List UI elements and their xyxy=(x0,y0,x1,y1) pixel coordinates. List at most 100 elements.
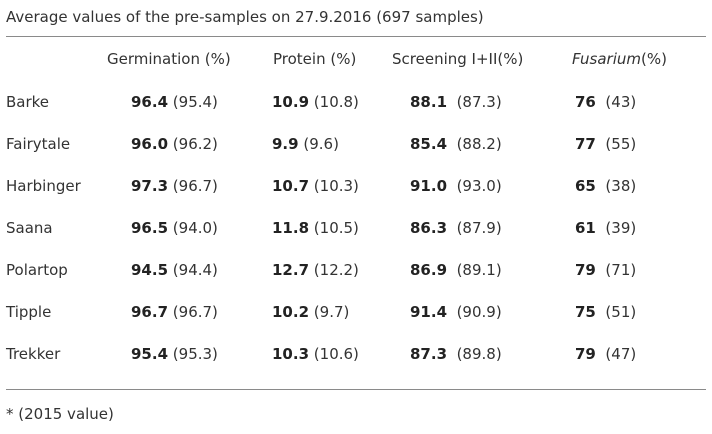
germination-cell-previous-value: (96.7) xyxy=(172,177,218,195)
variety-name: Trekker xyxy=(6,345,61,363)
germination-cell-value: 96.5 xyxy=(131,219,169,237)
screening-cell: 91.0 (93.0) xyxy=(410,177,502,195)
variety-name: Barke xyxy=(6,93,50,111)
screening-cell-value: 86.9 xyxy=(410,261,448,279)
variety-name: Polartop xyxy=(6,261,68,279)
screening-cell-previous-value: (90.9) xyxy=(456,303,502,321)
germination-cell-previous-value: (95.4) xyxy=(172,93,218,111)
fusarium-cell: 75 (51) xyxy=(575,303,636,321)
table-row: Saana 96.5 (94.0) 11.8 (10.5) 86.3 (87.9) 61… xyxy=(0,219,712,239)
protein-cell: 10.3 (10.6) xyxy=(272,345,359,363)
germination-cell-value: 96.0 xyxy=(131,135,169,153)
fusarium-cell: 61 (39) xyxy=(575,219,636,237)
protein-cell: 12.7 (12.2) xyxy=(272,261,359,279)
germination-cell: 95.4 (95.3) xyxy=(131,345,218,363)
variety-name: Fairytale xyxy=(6,135,71,153)
protein-cell-value: 12.7 xyxy=(272,261,310,279)
header-germination: Germination (%) xyxy=(107,50,231,68)
protein-cell-previous-value: (10.5) xyxy=(313,219,359,237)
germination-cell-value: 96.4 xyxy=(131,93,169,111)
germination-cell: 94.5 (94.4) xyxy=(131,261,218,279)
germination-cell-value: 95.4 xyxy=(131,345,169,363)
germination-cell: 96.7 (96.7) xyxy=(131,303,218,321)
protein-cell-value: 11.8 xyxy=(272,219,310,237)
protein-cell-previous-value: (10.3) xyxy=(313,177,359,195)
fusarium-cell-previous-value: (71) xyxy=(605,261,637,279)
screening-cell-value: 88.1 xyxy=(410,93,448,111)
fusarium-cell-value: 75 xyxy=(575,303,596,321)
fusarium-cell: 79 (71) xyxy=(575,261,636,279)
germination-cell-previous-value: (94.4) xyxy=(172,261,218,279)
screening-cell-value: 85.4 xyxy=(410,135,448,153)
fusarium-cell-value: 76 xyxy=(575,93,596,111)
screening-cell: 86.3 (87.9) xyxy=(410,219,502,237)
variety-name: Tipple xyxy=(6,303,52,321)
fusarium-cell-previous-value: (38) xyxy=(605,177,637,195)
footnote: * (2015 value) xyxy=(6,405,114,423)
table-row: Harbinger 97.3 (96.7) 10.7 (10.3) 91.0 (93.… xyxy=(0,177,712,197)
header-fusarium: Fusarium(%) xyxy=(572,50,667,68)
protein-cell-previous-value: (9.7) xyxy=(313,303,350,321)
screening-cell-previous-value: (87.3) xyxy=(456,93,502,111)
fusarium-cell-value: 77 xyxy=(575,135,596,153)
protein-cell-previous-value: (9.6) xyxy=(303,135,339,153)
germination-cell-previous-value: (96.7) xyxy=(172,303,218,321)
protein-cell-value: 10.7 xyxy=(272,177,310,195)
protein-cell: 10.7 (10.3) xyxy=(272,177,359,195)
fusarium-cell-previous-value: (51) xyxy=(605,303,637,321)
protein-cell-value: 10.3 xyxy=(272,345,310,363)
fusarium-cell-value: 79 xyxy=(575,261,596,279)
germination-cell: 96.4 (95.4) xyxy=(131,93,218,111)
protein-cell-previous-value: (12.2) xyxy=(313,261,359,279)
screening-cell-value: 91.0 xyxy=(410,177,448,195)
header-fusarium-unit: (%) xyxy=(641,50,667,68)
fusarium-cell-previous-value: (55) xyxy=(605,135,637,153)
protein-cell-previous-value: (10.6) xyxy=(313,345,359,363)
germination-cell: 97.3 (96.7) xyxy=(131,177,218,195)
screening-cell: 91.4 (90.9) xyxy=(410,303,502,321)
screening-cell-value: 86.3 xyxy=(410,219,448,237)
fusarium-cell: 79 (47) xyxy=(575,345,636,363)
table-row: Barke 96.4 (95.4) 10.9 (10.8) 88.1 (87.3) 76… xyxy=(0,93,712,113)
protein-cell-value: 9.9 xyxy=(272,135,299,153)
germination-cell-previous-value: (96.2) xyxy=(172,135,218,153)
screening-cell-value: 87.3 xyxy=(410,345,448,363)
top-rule xyxy=(6,36,706,37)
germination-cell: 96.0 (96.2) xyxy=(131,135,218,153)
germination-cell-previous-value: (94.0) xyxy=(172,219,218,237)
protein-cell-previous-value: (10.8) xyxy=(313,93,359,111)
protein-cell: 10.9 (10.8) xyxy=(272,93,359,111)
table-caption: Average values of the pre-samples on 27.… xyxy=(6,8,484,26)
fusarium-cell-previous-value: (43) xyxy=(605,93,637,111)
protein-cell-value: 10.2 xyxy=(272,303,310,321)
variety-name: Saana xyxy=(6,219,53,237)
screening-cell-previous-value: (88.2) xyxy=(456,135,502,153)
table-header-row: Germination (%) Protein (%) Screening I+… xyxy=(0,50,712,70)
header-screening: Screening I+II(%) xyxy=(392,50,524,68)
screening-cell: 88.1 (87.3) xyxy=(410,93,502,111)
protein-cell: 9.9 (9.6) xyxy=(272,135,339,153)
table-row: Trekker 95.4 (95.3) 10.3 (10.6) 87.3 (89.8)… xyxy=(0,345,712,365)
screening-cell-previous-value: (89.8) xyxy=(456,345,502,363)
screening-cell: 87.3 (89.8) xyxy=(410,345,502,363)
screening-cell-previous-value: (89.1) xyxy=(456,261,502,279)
table-row: Fairytale 96.0 (96.2) 9.9 (9.6) 85.4 (88.2)… xyxy=(0,135,712,155)
fusarium-cell-value: 79 xyxy=(575,345,596,363)
header-fusarium-name: Fusarium xyxy=(572,50,641,68)
protein-cell: 11.8 (10.5) xyxy=(272,219,359,237)
table-row: Polartop 94.5 (94.4) 12.7 (12.2) 86.9 (89.1… xyxy=(0,261,712,281)
fusarium-cell-previous-value: (39) xyxy=(605,219,637,237)
fusarium-cell-value: 65 xyxy=(575,177,596,195)
protein-cell-value: 10.9 xyxy=(272,93,310,111)
germination-cell-value: 97.3 xyxy=(131,177,169,195)
screening-cell-previous-value: (93.0) xyxy=(456,177,502,195)
variety-name: Harbinger xyxy=(6,177,81,195)
germination-cell-value: 96.7 xyxy=(131,303,169,321)
table-row: Tipple 96.7 (96.7) 10.2 (9.7) 91.4 (90.9) 75… xyxy=(0,303,712,323)
screening-cell: 85.4 (88.2) xyxy=(410,135,502,153)
fusarium-cell: 77 (55) xyxy=(575,135,636,153)
germination-cell: 96.5 (94.0) xyxy=(131,219,218,237)
germination-cell-value: 94.5 xyxy=(131,261,169,279)
screening-cell-value: 91.4 xyxy=(410,303,448,321)
protein-cell: 10.2 (9.7) xyxy=(272,303,349,321)
